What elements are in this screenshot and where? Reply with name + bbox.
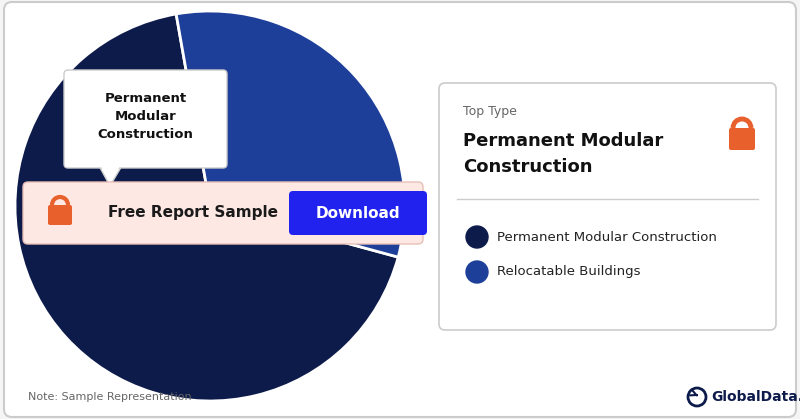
- Text: Free Report Sample: Free Report Sample: [108, 205, 278, 220]
- Polygon shape: [98, 164, 123, 186]
- FancyBboxPatch shape: [439, 83, 776, 330]
- FancyBboxPatch shape: [729, 128, 755, 150]
- FancyBboxPatch shape: [64, 70, 227, 168]
- Text: Note: Sample Representation: Note: Sample Representation: [28, 392, 192, 402]
- FancyBboxPatch shape: [48, 205, 72, 225]
- FancyBboxPatch shape: [289, 191, 427, 235]
- Polygon shape: [99, 163, 122, 182]
- Circle shape: [466, 226, 488, 248]
- Text: Download: Download: [316, 205, 400, 220]
- Text: Permanent
Modular
Construction: Permanent Modular Construction: [98, 93, 194, 142]
- Text: GlobalData.: GlobalData.: [711, 390, 800, 404]
- Wedge shape: [176, 11, 405, 257]
- Text: Permanent Modular Construction: Permanent Modular Construction: [497, 230, 717, 243]
- Text: Relocatable Buildings: Relocatable Buildings: [497, 266, 641, 279]
- FancyBboxPatch shape: [23, 182, 423, 244]
- FancyBboxPatch shape: [4, 2, 796, 417]
- Text: Top Type: Top Type: [463, 104, 517, 117]
- Text: Permanent Modular
Construction: Permanent Modular Construction: [463, 132, 663, 176]
- Wedge shape: [15, 14, 398, 401]
- Circle shape: [466, 261, 488, 283]
